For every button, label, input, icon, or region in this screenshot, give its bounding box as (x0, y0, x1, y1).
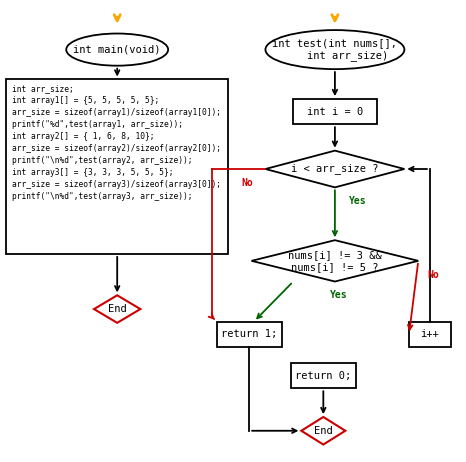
Text: int main(void): int main(void) (74, 45, 161, 55)
Text: No: No (427, 270, 439, 280)
Text: return 1;: return 1; (221, 329, 277, 339)
Text: int i = 0: int i = 0 (307, 107, 363, 116)
Text: End: End (108, 304, 127, 314)
Text: i < arr_size ?: i < arr_size ? (291, 164, 379, 175)
Text: return 0;: return 0; (295, 371, 351, 381)
Text: No: No (241, 178, 253, 188)
Text: i++: i++ (420, 329, 439, 339)
Text: Yes: Yes (330, 290, 348, 300)
Text: Yes: Yes (349, 196, 366, 206)
Text: int test(int nums[],
    int arr_size): int test(int nums[], int arr_size) (273, 38, 397, 61)
Text: End: End (314, 426, 333, 436)
Text: nums[i] != 3 &&
nums[i] != 5 ?: nums[i] != 3 && nums[i] != 5 ? (288, 250, 382, 272)
Text: int arr_size;
int array1[] = {5, 5, 5, 5, 5};
arr_size = sizeof(array1)/sizeof(a: int arr_size; int array1[] = {5, 5, 5, 5… (12, 84, 220, 201)
